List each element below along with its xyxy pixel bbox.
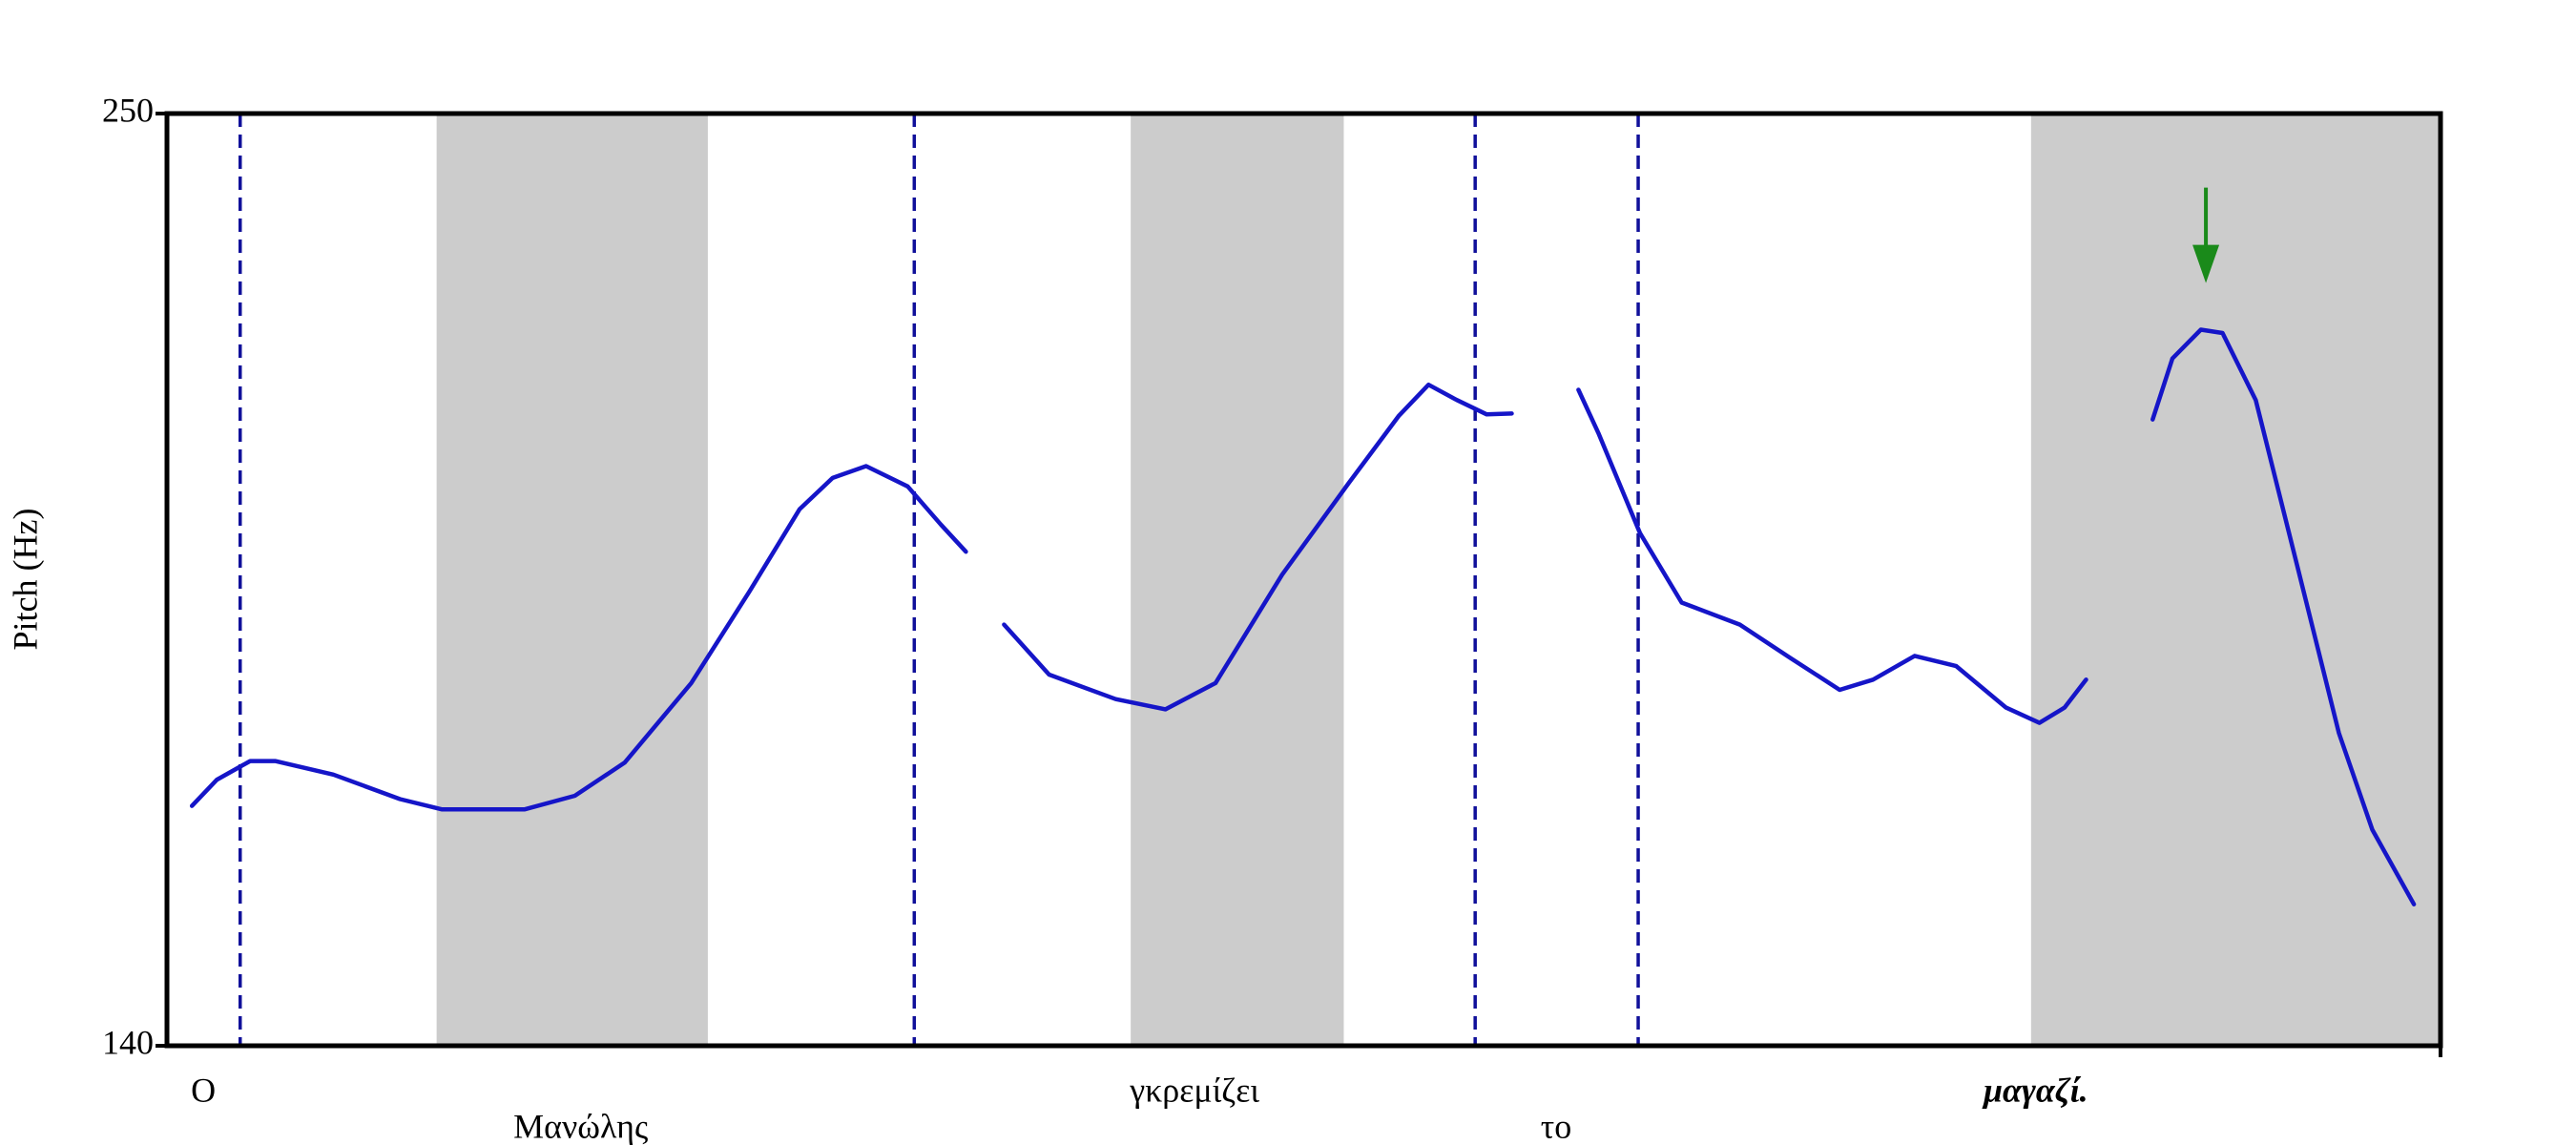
word-label: Μανώλης — [513, 1107, 648, 1145]
pitch-contour — [189, 327, 2417, 906]
word-label: μαγαζί. — [1982, 1071, 2088, 1109]
annotation-arrow — [2192, 187, 2220, 283]
word-label: το — [1541, 1107, 1571, 1145]
y-tick-label: 140 — [102, 1023, 154, 1061]
word-label: γκρεμίζει — [1129, 1071, 1259, 1109]
shaded-region — [436, 114, 708, 1046]
arrow-head — [2192, 244, 2220, 283]
y-tick-label: 250 — [102, 91, 154, 129]
shaded-region — [2030, 114, 2441, 1046]
plot-frame — [164, 111, 2443, 1049]
word-label: Ο — [191, 1071, 216, 1109]
shaded-region — [1131, 114, 1344, 1046]
y-axis-label: Pitch (Hz) — [6, 509, 44, 651]
